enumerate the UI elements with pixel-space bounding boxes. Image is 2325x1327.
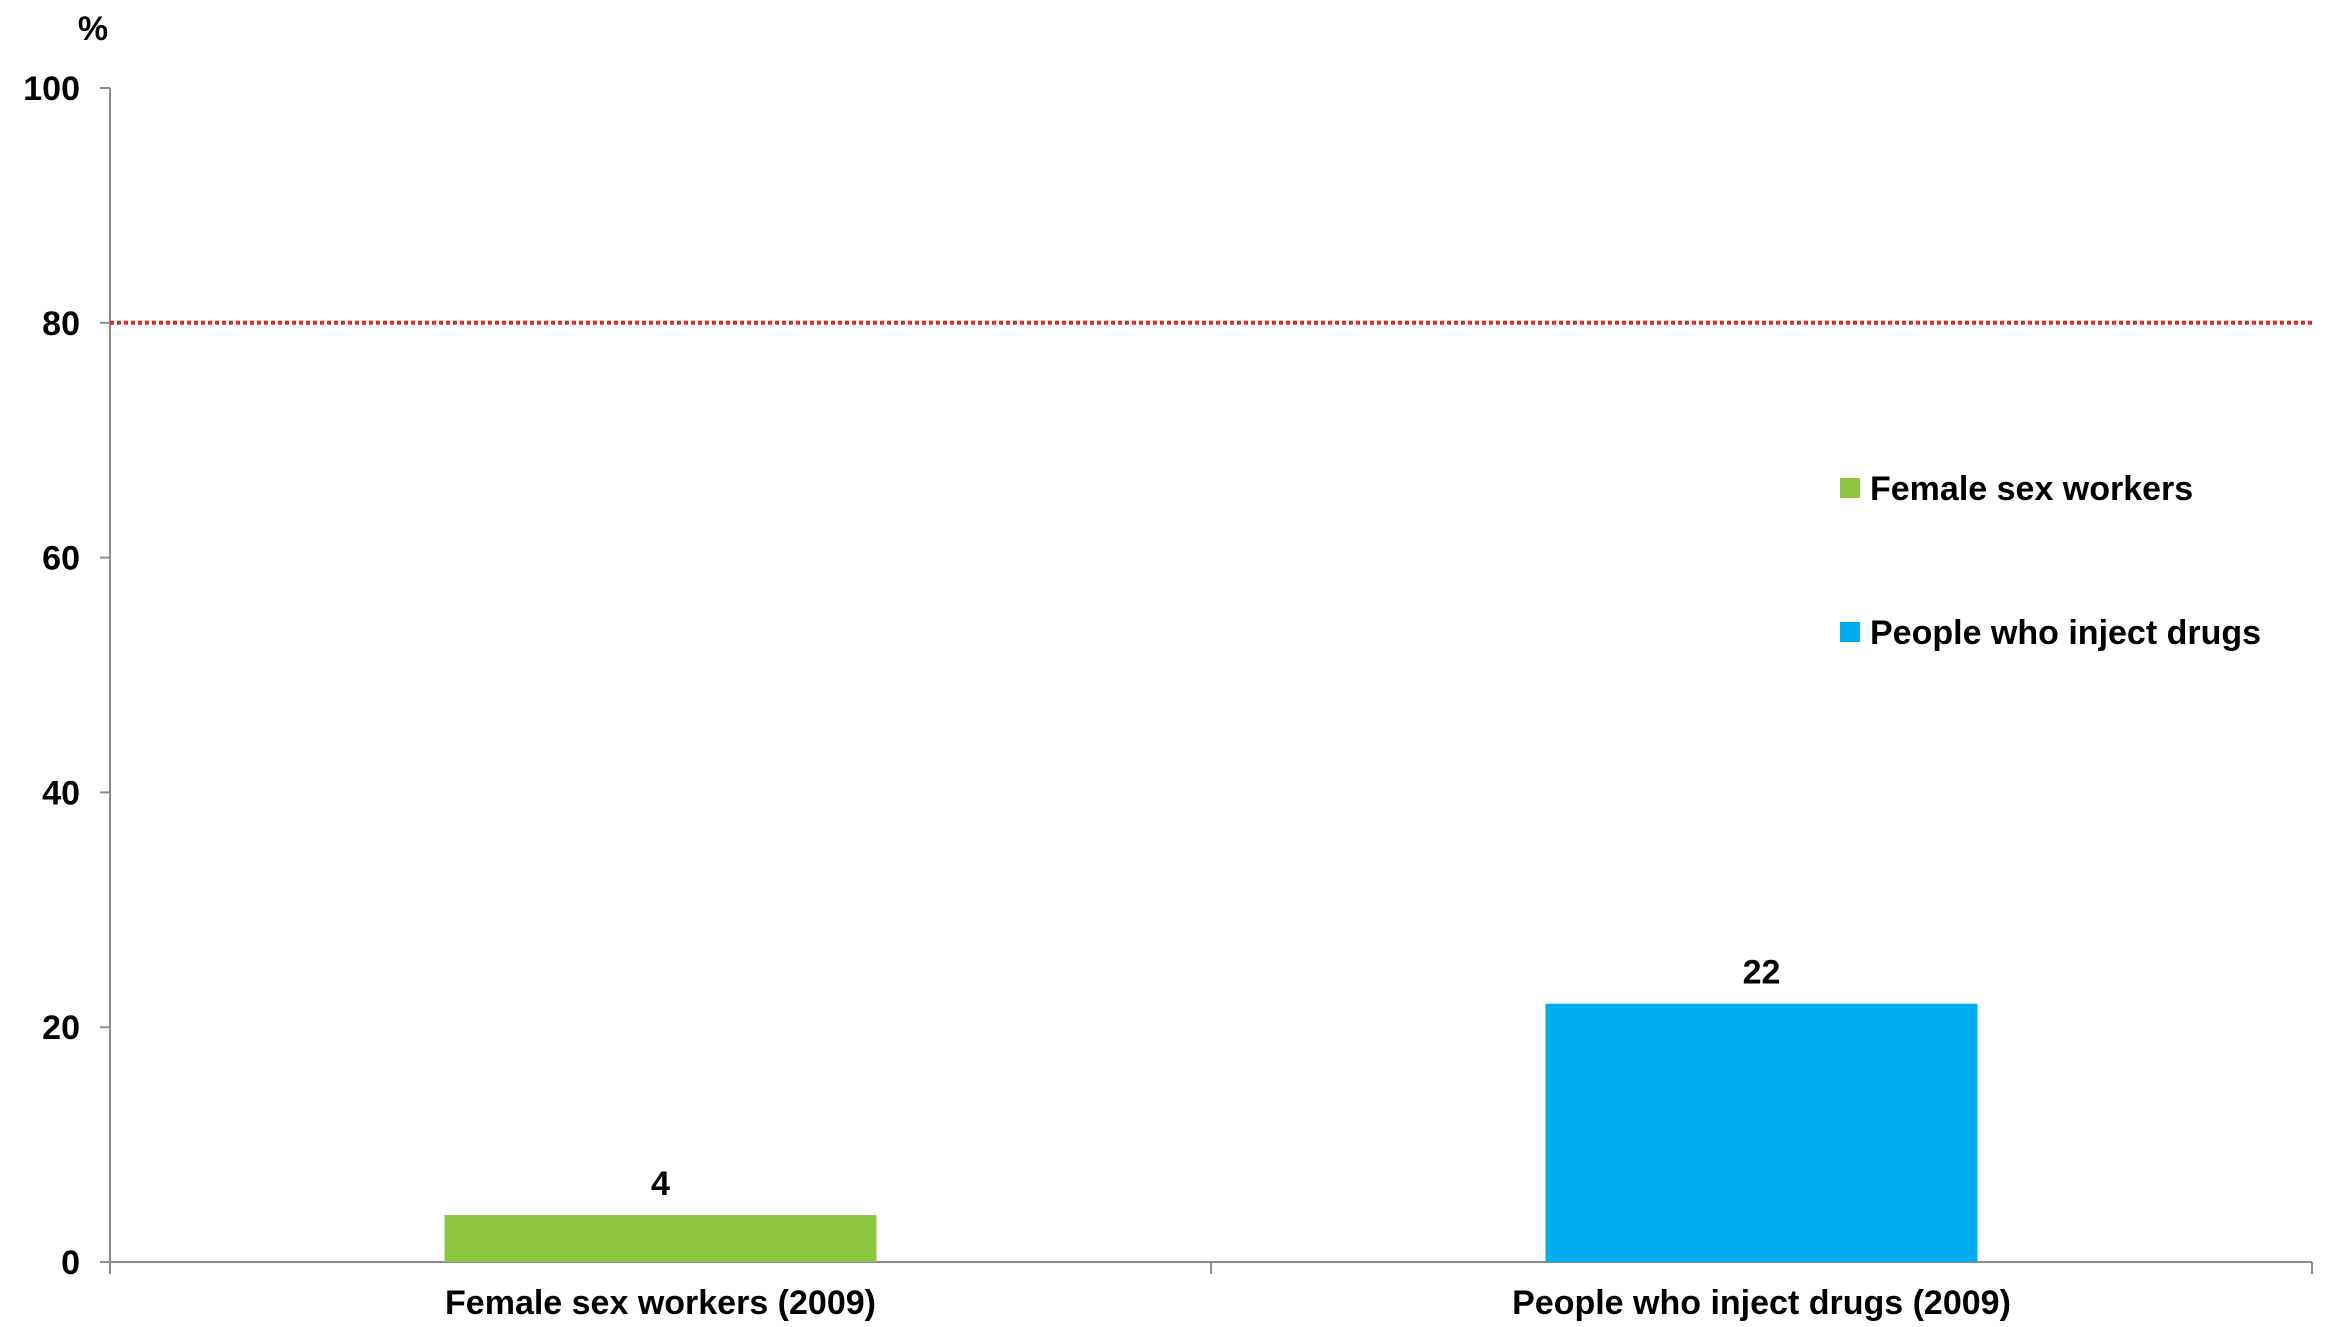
legend-swatch xyxy=(1840,622,1860,642)
data-labels: 4 22 xyxy=(651,954,1780,1203)
bar-female-sex-workers xyxy=(444,1215,877,1262)
y-unit-label: % xyxy=(78,10,108,48)
x-tick-label: People who inject drugs (2009) xyxy=(1512,1284,2011,1322)
legend-label: People who inject drugs xyxy=(1870,614,2261,652)
y-tick-label: 100 xyxy=(23,70,80,108)
y-tick-label: 0 xyxy=(61,1244,80,1282)
y-tick-label: 40 xyxy=(42,774,80,812)
data-label: 4 xyxy=(651,1165,670,1203)
y-axis: 0 20 40 60 80 100 xyxy=(23,70,111,1282)
data-label: 22 xyxy=(1743,954,1781,992)
legend-swatch xyxy=(1840,478,1860,498)
legend-label: Female sex workers xyxy=(1870,470,2193,508)
x-tick-label: Female sex workers (2009) xyxy=(445,1284,876,1322)
bar-people-who-inject-drugs xyxy=(1545,1003,1978,1262)
y-tick-label: 60 xyxy=(42,540,80,578)
y-tick-label: 20 xyxy=(42,1009,80,1047)
legend: Female sex workers People who inject drug… xyxy=(1840,470,2261,652)
bars xyxy=(444,1003,1978,1262)
x-axis: Female sex workers (2009) People who inje… xyxy=(109,1261,2313,1322)
y-tick-label: 80 xyxy=(42,305,80,343)
